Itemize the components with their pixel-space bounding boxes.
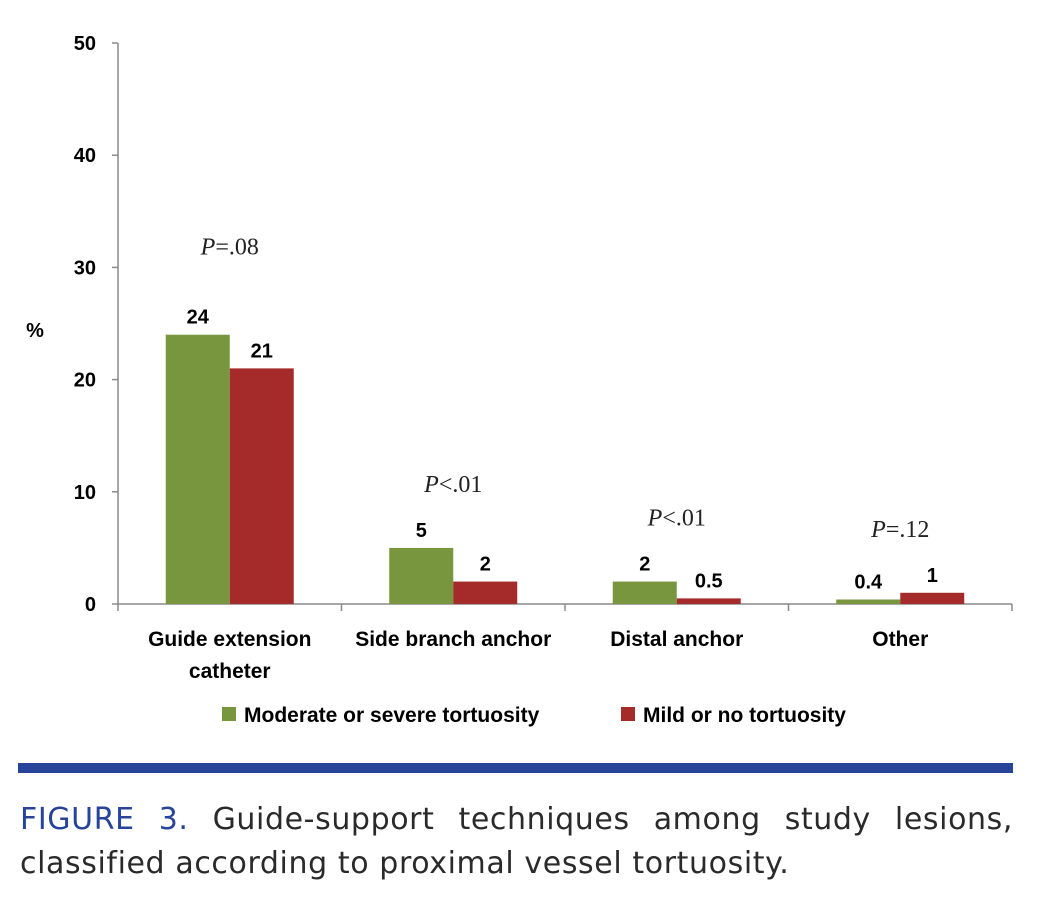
p-value: <.01 [439, 472, 483, 498]
bar-value-label: 5 [416, 520, 427, 542]
x-category-label: Guide extension [148, 628, 311, 651]
legend-label: Moderate or severe tortuosity [244, 704, 540, 727]
bar-value-label: 21 [251, 340, 273, 362]
p-value: =.08 [215, 235, 259, 261]
p-value-annotation: P<.01 [423, 472, 482, 498]
y-tick-label: 10 [74, 482, 96, 504]
legend-swatch [621, 707, 635, 721]
p-value-annotation: P<.01 [647, 506, 706, 532]
p-value: =.12 [886, 517, 930, 543]
p-value: <.01 [662, 506, 706, 532]
bar-value-label: 2 [480, 554, 491, 576]
chart-legend: Moderate or severe tortuosity Mild or no … [222, 704, 846, 727]
legend-label: Mild or no tortuosity [643, 704, 846, 727]
bar-value-label: 24 [187, 307, 210, 329]
y-tick-label: 50 [74, 33, 96, 55]
y-tick-label: 30 [74, 257, 96, 279]
p-symbol: P [423, 472, 439, 498]
caption-divider [18, 763, 1013, 773]
bar-mild-none [676, 598, 741, 604]
y-tick-label: 0 [85, 594, 96, 616]
bar-value-label: 0.5 [695, 570, 723, 592]
x-category-label: Distal anchor [610, 628, 743, 651]
y-tick-label: 40 [74, 145, 96, 167]
p-symbol: P [647, 506, 663, 532]
x-category-label: Other [872, 628, 928, 651]
y-tick-label: 20 [74, 370, 96, 392]
bar-mild-none [900, 592, 965, 604]
p-value-annotation: P=.08 [200, 235, 259, 261]
bar-mild-none [229, 368, 294, 604]
bar-mild-none [453, 581, 518, 604]
bar-moderate-severe [165, 334, 230, 604]
bar-moderate-severe [612, 581, 677, 604]
y-axis-title: % [26, 320, 44, 342]
bar-value-label: 0.4 [854, 572, 883, 594]
x-category-label: Side branch anchor [355, 628, 551, 651]
bar-moderate-severe [389, 547, 454, 604]
bar-value-label: 2 [639, 554, 650, 576]
bar-moderate-severe [836, 599, 901, 604]
chart-bars [165, 334, 965, 604]
figure-caption: FIGURE 3. Guide-support techniques among… [20, 798, 1013, 886]
p-symbol: P [870, 517, 886, 543]
figure-label: FIGURE 3. [20, 802, 189, 837]
legend-swatch [222, 707, 236, 721]
caption-text: Guide-support techniques among study les… [20, 802, 1014, 881]
bar-value-label: 1 [927, 565, 938, 587]
p-symbol: P [200, 235, 216, 261]
x-category-label: catheter [189, 660, 271, 683]
p-value-annotation: P=.12 [870, 517, 929, 543]
